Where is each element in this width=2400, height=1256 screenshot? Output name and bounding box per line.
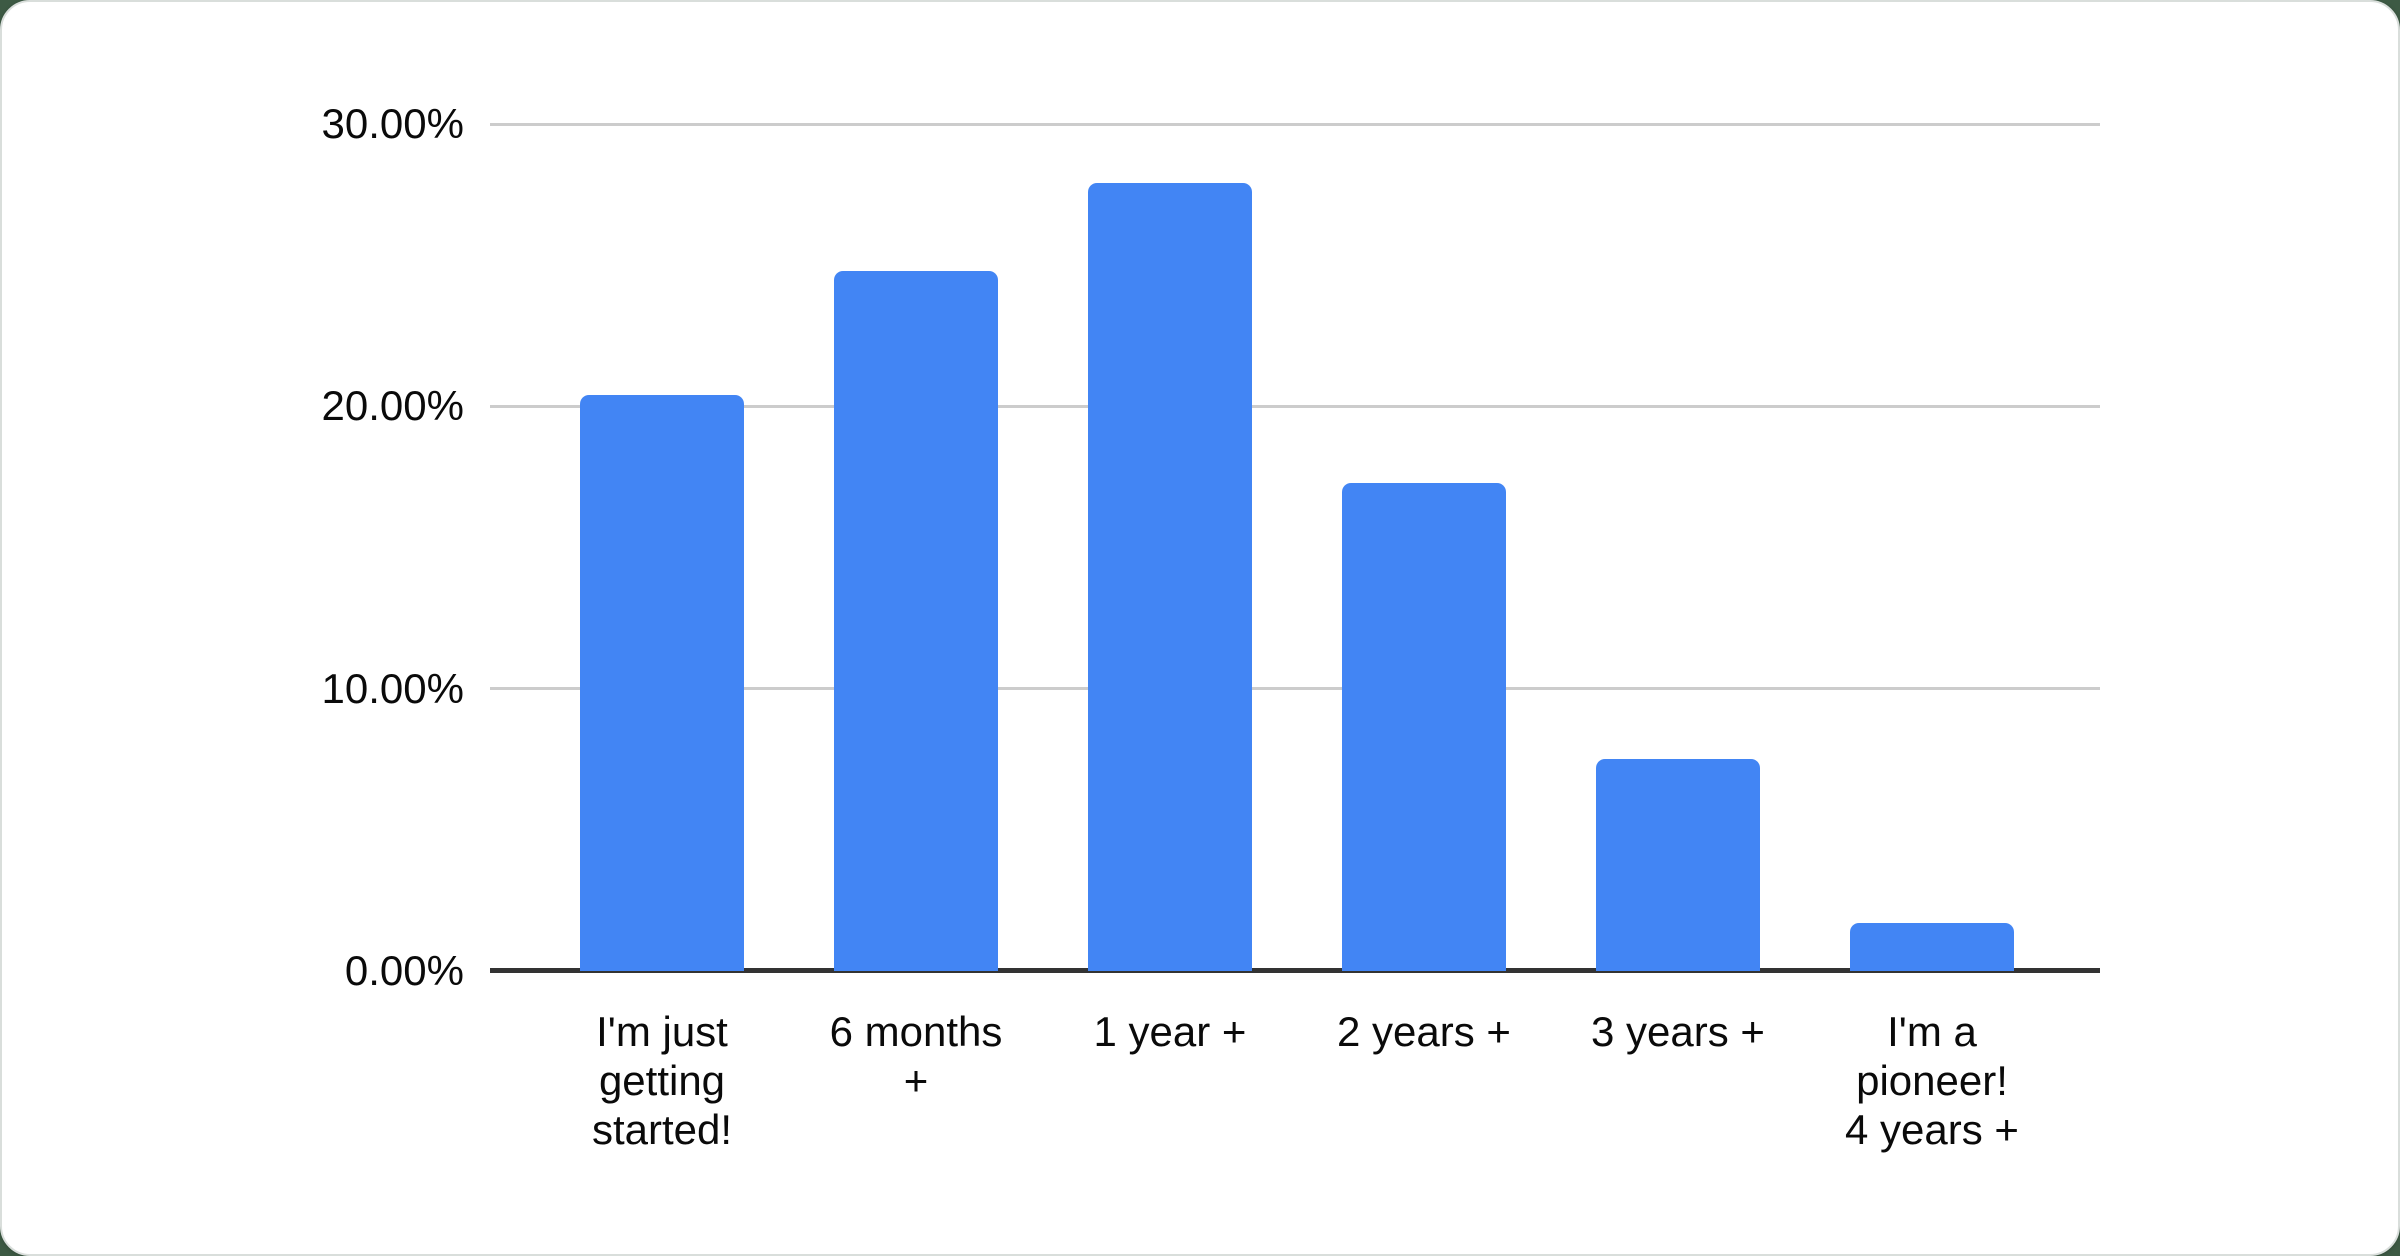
bar-3 — [1088, 183, 1252, 971]
y-axis-tick-label: 0.00% — [344, 947, 464, 994]
gridline-20 — [490, 404, 2100, 408]
x-axis-category-label: I'm just getting started! — [591, 1008, 733, 1153]
bar-2 — [834, 270, 998, 971]
bar-1 — [580, 395, 744, 971]
y-axis-tick-label: 20.00% — [321, 382, 464, 430]
x-axis-line — [490, 968, 2100, 973]
bar-6 — [1850, 923, 2014, 971]
bar-4 — [1342, 482, 1506, 971]
bar-chart-plot-area: 0.00% 10.00% 20.00% 30.00% I'm just getting … — [322, 100, 2100, 1153]
y-axis-tick-label: 10.00% — [321, 664, 464, 712]
x-axis-category-label: I'm a pioneer! 4 years + — [1845, 1008, 2019, 1153]
gridline-10 — [490, 687, 2100, 691]
bar-5 — [1596, 759, 1760, 971]
x-axis-category-label: 3 years + — [1591, 1008, 1765, 1055]
y-axis-tick-label: 30.00% — [321, 100, 464, 147]
x-axis-category-label: 1 year + — [1093, 1008, 1247, 1055]
x-axis-category-label: 2 years + — [1337, 1008, 1511, 1055]
x-axis-category-label: 6 months + — [829, 1008, 1003, 1104]
gridline-30 — [490, 122, 2100, 126]
